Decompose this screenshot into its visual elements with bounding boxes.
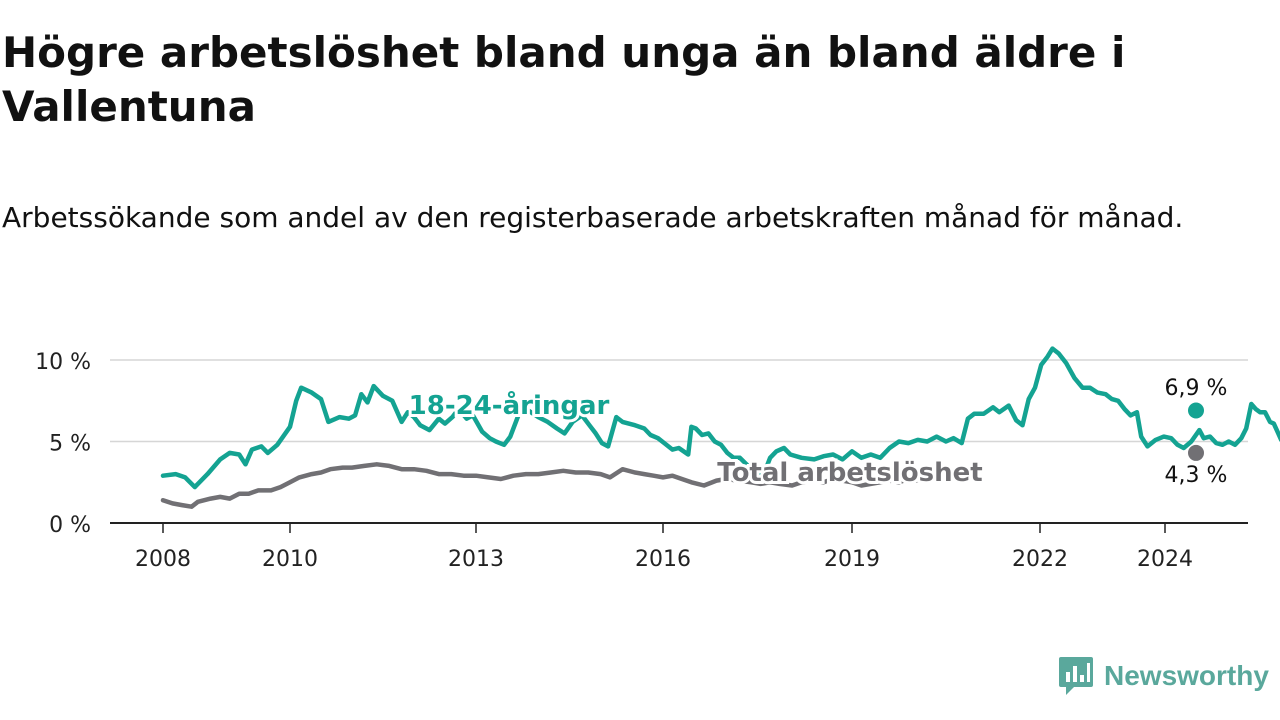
series-lines <box>160 346 1280 509</box>
x-tick-label: 2022 <box>1012 547 1068 572</box>
x-tick-label: 2008 <box>135 547 191 572</box>
series-end-point <box>1188 402 1204 419</box>
series-line <box>160 462 921 509</box>
x-tick-label: 2019 <box>824 547 880 572</box>
x-tick-label: 2016 <box>635 547 691 572</box>
series-name-label: Total arbetslöshet <box>717 458 982 488</box>
x-axis: 2008 2010 2013 2016 2019 2022 2024 <box>110 522 1248 572</box>
x-tick-label: 2013 <box>448 547 504 572</box>
series-line <box>160 346 1280 490</box>
series-name-label: 18-24-åringar <box>409 389 610 421</box>
grid-lines <box>110 359 1248 443</box>
series-labels: 6,9 % 4,3 % 18-24-åringar Total arbetslöshe… <box>406 374 1230 492</box>
chart-subtitle: Arbetssökande som andel av den registerb… <box>2 201 1184 234</box>
series-end-point <box>1188 444 1204 461</box>
newsworthy-brand[interactable]: Newsworthy <box>1058 654 1269 698</box>
brand-name: Newsworthy <box>1104 660 1269 691</box>
series-end-label: 4,3 % <box>1165 463 1228 488</box>
chart-title: Högre arbetslöshet bland unga än bland ä… <box>2 28 1126 131</box>
y-tick-label: 5 % <box>49 432 91 457</box>
y-tick-label: 10 % <box>35 350 91 375</box>
y-tick-label: 0 % <box>49 513 91 538</box>
y-axis: 0 % 5 % 10 % <box>35 350 91 538</box>
newsworthy-logo-icon <box>1059 657 1093 695</box>
series-end-label: 6,9 % <box>1165 376 1228 401</box>
x-tick-label: 2010 <box>262 547 318 572</box>
x-tick-label: 2024 <box>1137 547 1193 572</box>
